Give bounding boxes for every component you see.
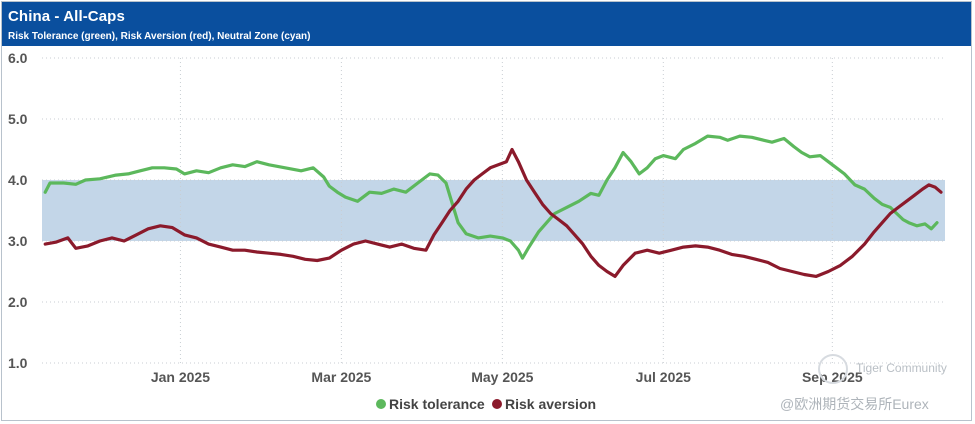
y-tick-label: 4.0 xyxy=(8,172,28,188)
tiger-logo-icon xyxy=(818,354,848,384)
legend-label: Risk tolerance xyxy=(389,396,485,412)
y-tick-label: 3.0 xyxy=(8,233,28,249)
series-line-risk-aversion xyxy=(43,147,943,278)
x-tick-label: Mar 2025 xyxy=(311,369,371,385)
y-tick-label: 2.0 xyxy=(8,294,28,310)
neutral-zone-band xyxy=(42,180,945,241)
series-line-risk-tolerance xyxy=(43,134,939,260)
y-tick-label: 1.0 xyxy=(8,355,28,371)
legend-label: Risk aversion xyxy=(505,396,596,412)
watermark-handle: @欧洲期货交易所Eurex xyxy=(780,396,929,412)
legend-marker-1 xyxy=(492,399,502,409)
watermark-community: Tiger Community xyxy=(856,361,947,375)
chart-header: China - All-Caps Risk Tolerance (green),… xyxy=(2,2,971,46)
x-tick-label: Jul 2025 xyxy=(636,369,691,385)
y-tick-label: 6.0 xyxy=(8,50,28,66)
x-tick-label: May 2025 xyxy=(471,369,533,385)
legend-marker-0 xyxy=(376,399,386,409)
chart-title: China - All-Caps xyxy=(8,8,125,25)
x-tick-label: Jan 2025 xyxy=(151,369,210,385)
y-tick-label: 5.0 xyxy=(8,111,28,127)
chart-subtitle: Risk Tolerance (green), Risk Aversion (r… xyxy=(8,31,311,42)
